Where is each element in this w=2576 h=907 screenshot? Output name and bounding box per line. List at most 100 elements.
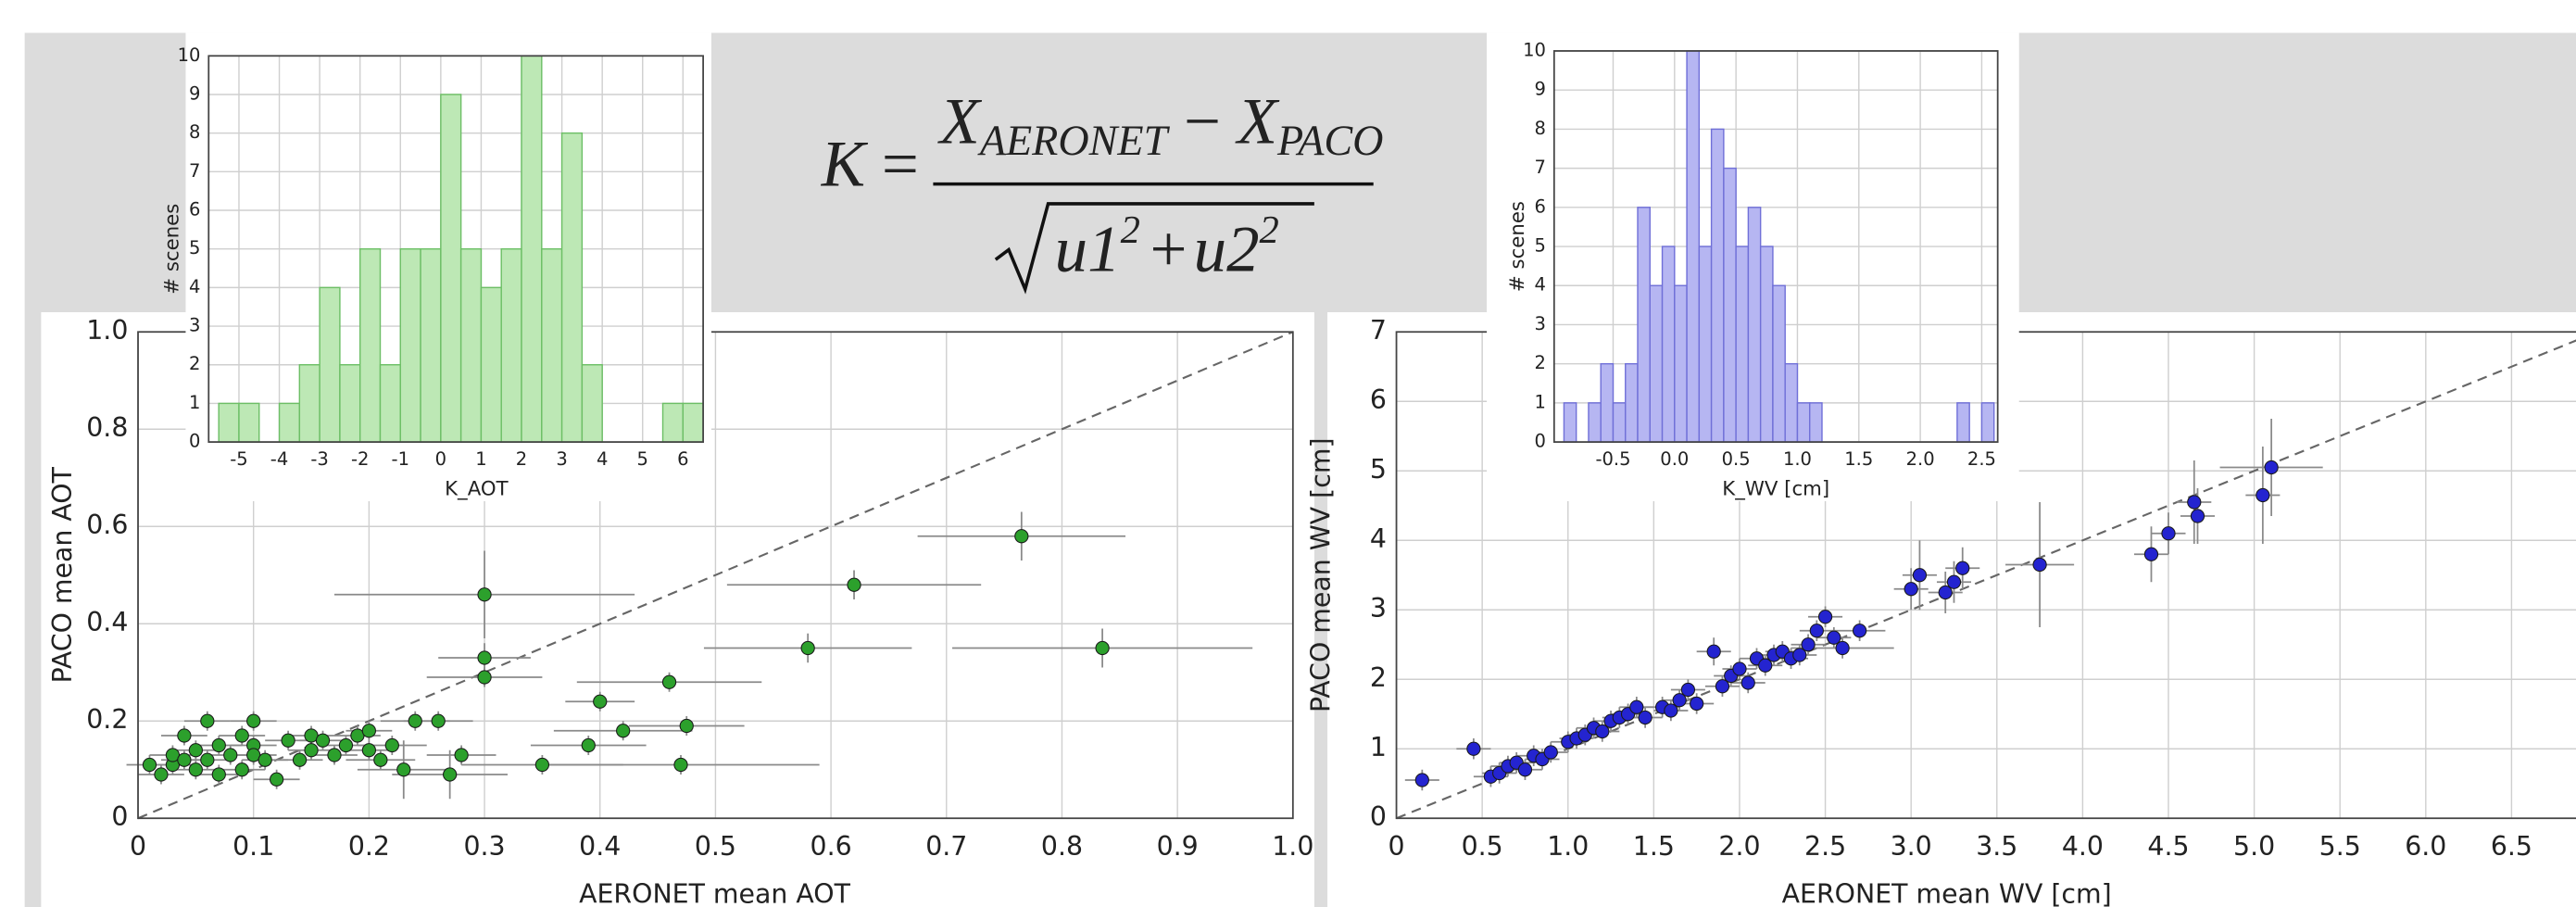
- identity-line: [137, 331, 1294, 820]
- point: [177, 752, 192, 767]
- point: [2256, 487, 2270, 503]
- point: [477, 650, 492, 665]
- point: [1955, 561, 1970, 575]
- bar: [541, 247, 563, 443]
- bar: [480, 286, 502, 443]
- y-tick-label: 2: [1370, 662, 1387, 693]
- point: [258, 752, 272, 767]
- y-axis-label: PACO mean WV [cm]: [1306, 437, 1337, 712]
- formula-subscript: PACO: [1276, 117, 1383, 164]
- point: [361, 724, 377, 738]
- y-tick-label: 3: [1535, 313, 1546, 334]
- point: [142, 757, 157, 773]
- y-tick-label: 9: [189, 82, 200, 104]
- point: [1466, 741, 1481, 756]
- point: [281, 733, 295, 748]
- y-tick-label: 5: [189, 237, 200, 258]
- y-tick-label: 0.2: [86, 704, 128, 735]
- point: [1014, 529, 1029, 544]
- y-tick-label: 7: [1535, 157, 1546, 178]
- point: [1715, 679, 1730, 694]
- bar: [1625, 362, 1639, 443]
- point: [1938, 585, 1953, 600]
- bar: [1710, 128, 1725, 443]
- x-axis-label: K_AOT: [445, 478, 509, 501]
- y-tick-label: 1: [1370, 732, 1387, 762]
- bar: [459, 247, 483, 443]
- x-tick-label: 0: [130, 831, 146, 862]
- x-tick-label: 2.5: [1967, 448, 1996, 470]
- point: [1852, 624, 1867, 638]
- x-tick-label: 2.5: [1804, 831, 1846, 862]
- x-tick-label: 0.2: [348, 831, 390, 862]
- bar: [278, 402, 301, 443]
- point: [1638, 710, 1652, 725]
- point: [1827, 630, 1841, 645]
- x-tick-label: 0.1: [232, 831, 274, 862]
- y-tick-label: 8: [189, 121, 200, 143]
- x-tick-label: 2.0: [1718, 831, 1760, 862]
- formula-superscript: 2: [1121, 208, 1140, 252]
- point: [1732, 661, 1747, 676]
- bar: [379, 364, 401, 443]
- point: [2187, 495, 2202, 510]
- bar: [1759, 246, 1774, 443]
- point: [616, 724, 631, 738]
- plot-frame: [1552, 50, 1999, 443]
- x-tick-label: 0.5: [1722, 448, 1751, 470]
- point: [327, 748, 342, 762]
- x-tick-label: -5: [230, 448, 247, 470]
- point: [1809, 624, 1824, 638]
- x-tick-label: 2.0: [1906, 448, 1935, 470]
- point: [2032, 557, 2047, 573]
- point: [477, 587, 492, 602]
- point: [246, 713, 261, 728]
- x-tick-label: 0.8: [1041, 831, 1083, 862]
- point: [1946, 574, 1962, 589]
- scatter-layer: 0 0.1 0.2 0.3 0.4 0.5 0.6 0.7 0.8 0.9 1.0 0 0.2 0.4 0.…: [47, 315, 2576, 907]
- x-tick-label: 0: [1389, 831, 1405, 862]
- point: [1543, 745, 1558, 760]
- y-tick-label: 5: [1370, 454, 1387, 485]
- point: [200, 752, 215, 767]
- y-tick-label: 0.4: [86, 607, 128, 637]
- bar: [1809, 402, 1823, 443]
- x-tick-label: 1.5: [1633, 831, 1675, 862]
- bar: [358, 247, 382, 443]
- y-tick-label: 7: [189, 160, 200, 182]
- y-tick-label: 3: [189, 315, 200, 336]
- point: [1904, 582, 1918, 597]
- y-tick-label: 8: [1535, 118, 1546, 139]
- x-axis-label: K_WV [cm]: [1722, 478, 1829, 501]
- bar: [399, 247, 421, 443]
- x-tick-label: 0.5: [695, 831, 736, 862]
- point: [211, 737, 226, 753]
- bar: [1588, 402, 1602, 443]
- formula: K = XAERONET − XPACO u12 + u22: [821, 86, 1384, 295]
- x-tick-label: 6.0: [2405, 831, 2446, 862]
- point: [661, 674, 677, 689]
- x-tick-label: 3.5: [1976, 831, 2017, 862]
- x-tick-label: 1.5: [1844, 448, 1873, 470]
- x-tick-label: -4: [270, 448, 288, 470]
- bar: [500, 247, 522, 443]
- bar: [1796, 402, 1811, 443]
- point: [304, 743, 319, 758]
- bar: [560, 132, 584, 443]
- point: [1414, 773, 1429, 787]
- bar: [1637, 207, 1651, 443]
- formula-numerator: XAERONET − XPACO: [937, 86, 1384, 164]
- point: [234, 762, 249, 777]
- bar: [1563, 402, 1577, 443]
- x-tick-label: 0.5: [1462, 831, 1503, 862]
- point: [361, 743, 377, 758]
- identity-line: [1396, 339, 2576, 820]
- formula-symbol: X: [1235, 86, 1280, 158]
- y-tick-label: 0.8: [86, 412, 128, 443]
- point: [1912, 568, 1928, 583]
- point: [534, 757, 550, 773]
- formula-symbol: X: [937, 86, 983, 158]
- point: [1095, 640, 1110, 656]
